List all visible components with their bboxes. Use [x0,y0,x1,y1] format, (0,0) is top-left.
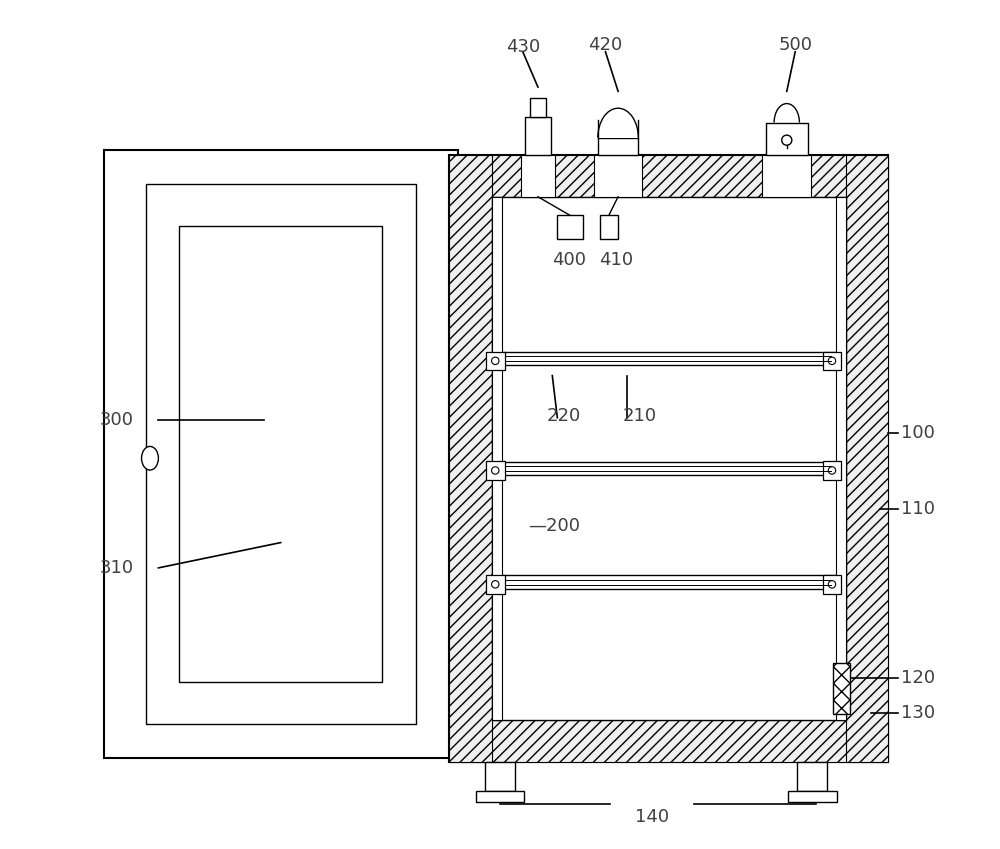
Bar [449,155,888,762]
Bar [476,791,524,801]
Bar [449,155,492,762]
Bar [762,155,811,197]
Bar [486,461,505,480]
Text: 110: 110 [901,500,935,518]
Bar [788,791,837,801]
Bar [485,762,515,791]
Bar [525,116,551,155]
Bar [823,351,841,370]
Bar [492,197,502,720]
Text: 140: 140 [635,807,669,826]
Text: 220: 220 [546,407,581,425]
Text: 430: 430 [506,37,540,56]
Bar [502,576,836,589]
Bar [146,184,416,724]
Bar [823,461,841,480]
Bar [846,155,888,762]
Bar [594,155,642,197]
Bar [449,720,888,762]
Bar [179,227,382,682]
Bar [486,351,505,370]
Bar [502,352,836,365]
Bar [598,138,638,155]
Bar [502,462,836,475]
Text: 410: 410 [600,251,634,269]
Text: 400: 400 [552,251,586,269]
Text: 100: 100 [901,424,935,442]
Bar [557,216,583,239]
Text: 300: 300 [99,411,133,430]
Bar [486,575,505,593]
Bar [823,575,841,593]
Text: 210: 210 [622,407,656,425]
Text: 420: 420 [588,36,623,54]
Text: 120: 120 [901,668,935,687]
Bar [600,216,618,239]
Bar [530,98,546,116]
Text: —200: —200 [528,517,580,535]
Text: 130: 130 [901,704,935,722]
Bar [833,663,850,714]
Bar [449,155,888,197]
Bar [797,762,827,791]
Ellipse shape [142,447,158,470]
Text: 500: 500 [778,36,812,54]
Bar [104,150,458,757]
Text: 310: 310 [99,559,133,576]
Bar [492,197,846,720]
Bar [521,155,555,197]
Bar [836,197,846,720]
Bar [598,120,638,138]
Bar [766,122,808,155]
